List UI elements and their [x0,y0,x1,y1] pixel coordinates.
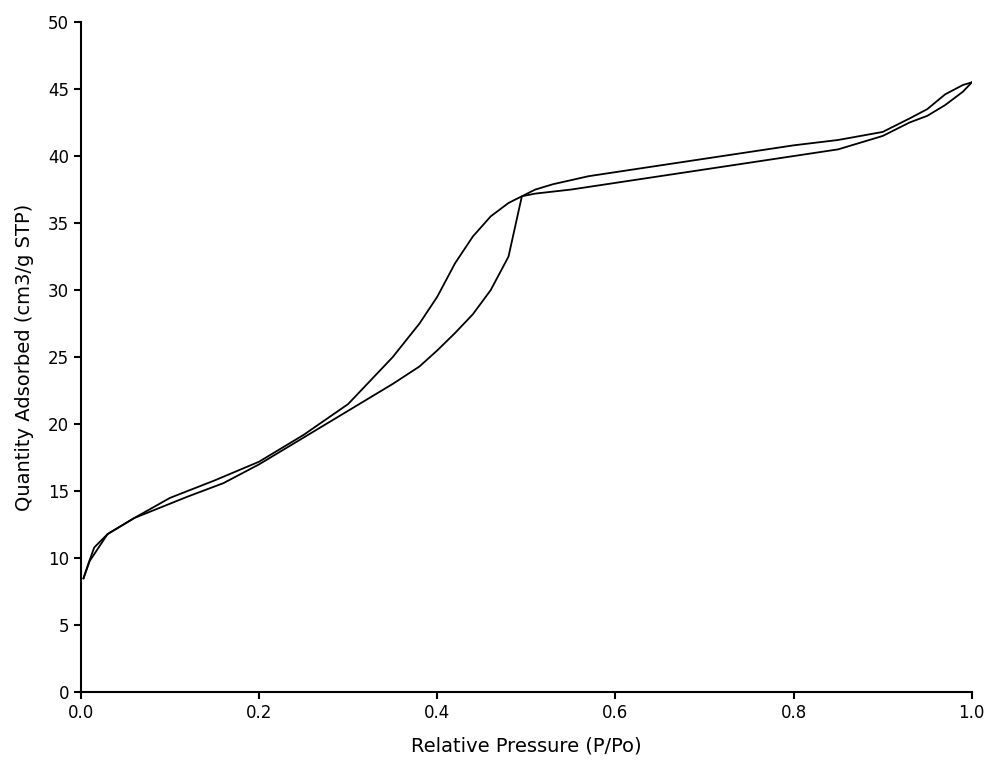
X-axis label: Relative Pressure (P/Po): Relative Pressure (P/Po) [411,736,642,755]
Y-axis label: Quantity Adsorbed (cm3/g STP): Quantity Adsorbed (cm3/g STP) [15,203,34,511]
